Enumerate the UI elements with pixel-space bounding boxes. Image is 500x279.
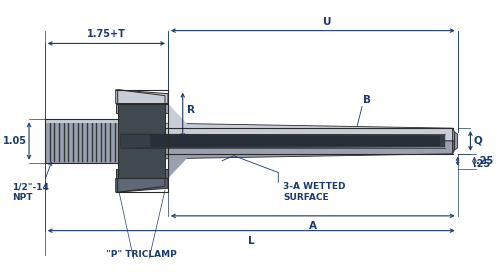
Text: U: U <box>324 17 332 27</box>
Polygon shape <box>452 128 454 141</box>
Polygon shape <box>116 104 168 113</box>
Polygon shape <box>116 169 168 178</box>
Text: 3-A WETTED
SURFACE: 3-A WETTED SURFACE <box>283 182 346 202</box>
Polygon shape <box>116 178 168 192</box>
Polygon shape <box>116 90 168 104</box>
Polygon shape <box>45 119 118 163</box>
Polygon shape <box>118 90 165 104</box>
Text: R: R <box>186 105 194 116</box>
Polygon shape <box>454 132 458 150</box>
Text: L: L <box>248 235 254 246</box>
Text: .25: .25 <box>476 156 494 166</box>
Text: A: A <box>309 221 317 231</box>
Polygon shape <box>118 178 165 192</box>
Polygon shape <box>168 104 186 141</box>
Polygon shape <box>45 119 118 123</box>
Text: 1.05: 1.05 <box>3 136 27 146</box>
Polygon shape <box>165 123 452 141</box>
Text: "P" TRICLAMP: "P" TRICLAMP <box>106 250 176 259</box>
Polygon shape <box>118 104 165 178</box>
Polygon shape <box>452 141 454 154</box>
Polygon shape <box>165 141 452 159</box>
Polygon shape <box>150 135 440 147</box>
Text: Q: Q <box>474 136 482 146</box>
Text: .25: .25 <box>474 159 490 169</box>
Text: 1/2"-14
NPT: 1/2"-14 NPT <box>12 182 49 202</box>
Polygon shape <box>120 134 445 148</box>
Polygon shape <box>168 141 186 178</box>
Text: 1.75+T: 1.75+T <box>87 30 126 40</box>
Text: B: B <box>363 95 371 105</box>
Polygon shape <box>120 134 150 148</box>
